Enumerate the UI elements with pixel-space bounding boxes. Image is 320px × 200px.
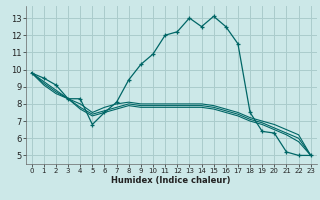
- X-axis label: Humidex (Indice chaleur): Humidex (Indice chaleur): [111, 176, 231, 185]
